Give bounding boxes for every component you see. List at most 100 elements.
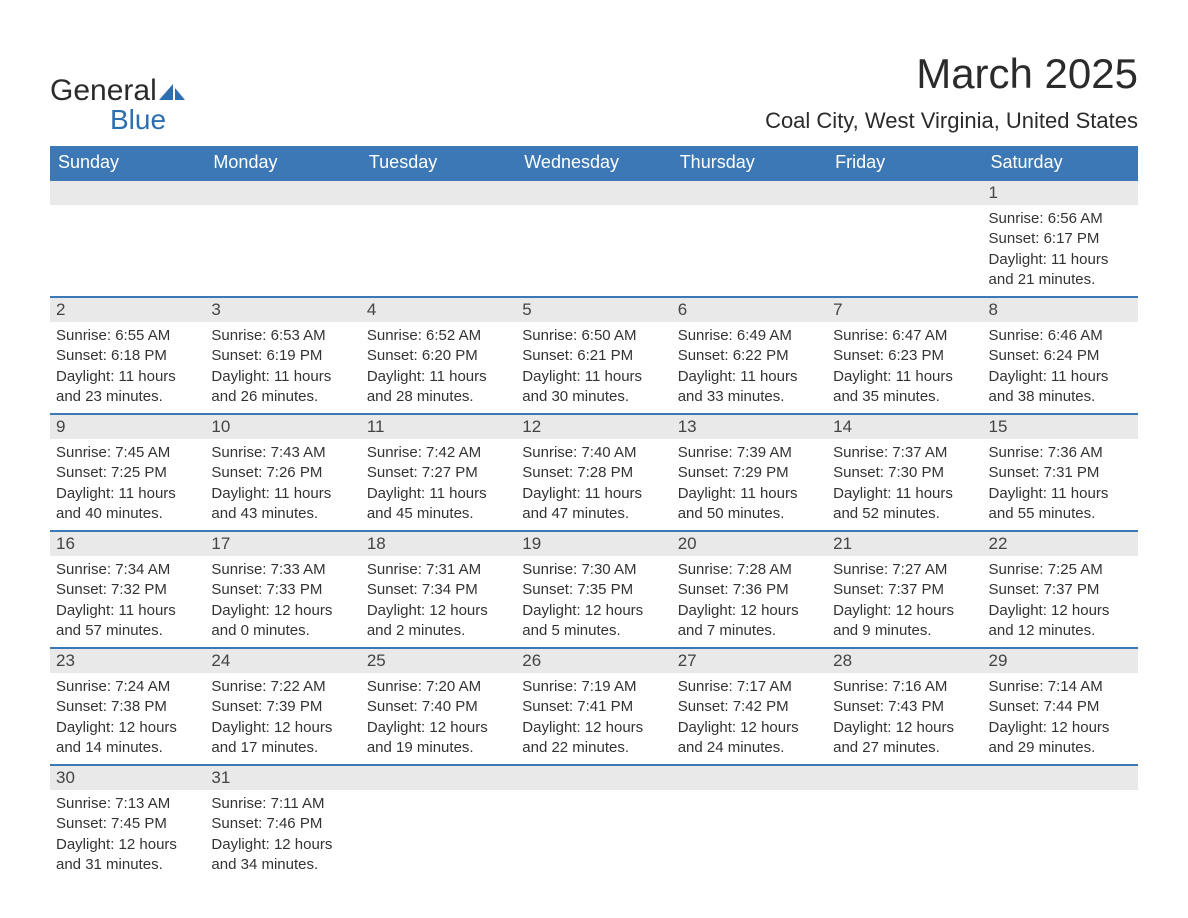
sunset-text: Sunset: 6:21 PM bbox=[522, 346, 665, 366]
sunrise-text: Sunrise: 7:24 AM bbox=[56, 677, 199, 697]
day-number: 14 bbox=[827, 415, 982, 439]
daylight-text: Daylight: 11 hours bbox=[56, 484, 199, 504]
day-number bbox=[516, 766, 671, 790]
weekday-header: Saturday bbox=[983, 146, 1138, 180]
calendar-day-cell bbox=[983, 765, 1138, 881]
sunset-text: Sunset: 6:18 PM bbox=[56, 346, 199, 366]
day-number: 16 bbox=[50, 532, 205, 556]
daylight-text: and 12 minutes. bbox=[989, 621, 1132, 641]
daylight-text: Daylight: 12 hours bbox=[678, 718, 821, 738]
daylight-text: and 0 minutes. bbox=[211, 621, 354, 641]
sunrise-text: Sunrise: 7:17 AM bbox=[678, 677, 821, 697]
sunrise-text: Sunrise: 7:39 AM bbox=[678, 443, 821, 463]
daylight-text: Daylight: 11 hours bbox=[833, 367, 976, 387]
day-number: 28 bbox=[827, 649, 982, 673]
daylight-text: and 47 minutes. bbox=[522, 504, 665, 524]
sunrise-text: Sunrise: 7:19 AM bbox=[522, 677, 665, 697]
day-number bbox=[50, 181, 205, 205]
day-number bbox=[827, 766, 982, 790]
sunrise-text: Sunrise: 7:20 AM bbox=[367, 677, 510, 697]
calendar-week-row: 16Sunrise: 7:34 AMSunset: 7:32 PMDayligh… bbox=[50, 531, 1138, 648]
calendar-day-cell: 7Sunrise: 6:47 AMSunset: 6:23 PMDaylight… bbox=[827, 297, 982, 414]
daylight-text: and 45 minutes. bbox=[367, 504, 510, 524]
sunset-text: Sunset: 7:41 PM bbox=[522, 697, 665, 717]
day-number bbox=[516, 181, 671, 205]
day-content: Sunrise: 6:46 AMSunset: 6:24 PMDaylight:… bbox=[983, 322, 1138, 413]
day-number: 5 bbox=[516, 298, 671, 322]
calendar-day-cell bbox=[672, 765, 827, 881]
sunrise-text: Sunrise: 7:25 AM bbox=[989, 560, 1132, 580]
day-content: Sunrise: 6:55 AMSunset: 6:18 PMDaylight:… bbox=[50, 322, 205, 413]
daylight-text: and 23 minutes. bbox=[56, 387, 199, 407]
sunset-text: Sunset: 7:35 PM bbox=[522, 580, 665, 600]
day-number: 11 bbox=[361, 415, 516, 439]
calendar-day-cell: 2Sunrise: 6:55 AMSunset: 6:18 PMDaylight… bbox=[50, 297, 205, 414]
sunset-text: Sunset: 6:17 PM bbox=[989, 229, 1132, 249]
daylight-text: Daylight: 11 hours bbox=[833, 484, 976, 504]
day-number bbox=[983, 766, 1138, 790]
day-number: 20 bbox=[672, 532, 827, 556]
daylight-text: Daylight: 11 hours bbox=[211, 484, 354, 504]
calendar-week-row: 9Sunrise: 7:45 AMSunset: 7:25 PMDaylight… bbox=[50, 414, 1138, 531]
day-number bbox=[827, 181, 982, 205]
daylight-text: Daylight: 11 hours bbox=[989, 367, 1132, 387]
calendar-day-cell: 14Sunrise: 7:37 AMSunset: 7:30 PMDayligh… bbox=[827, 414, 982, 531]
day-number: 31 bbox=[205, 766, 360, 790]
weekday-header: Friday bbox=[827, 146, 982, 180]
sunset-text: Sunset: 7:31 PM bbox=[989, 463, 1132, 483]
day-content: Sunrise: 7:19 AMSunset: 7:41 PMDaylight:… bbox=[516, 673, 671, 764]
day-number: 25 bbox=[361, 649, 516, 673]
daylight-text: and 27 minutes. bbox=[833, 738, 976, 758]
day-number bbox=[205, 181, 360, 205]
day-content: Sunrise: 7:45 AMSunset: 7:25 PMDaylight:… bbox=[50, 439, 205, 530]
daylight-text: and 50 minutes. bbox=[678, 504, 821, 524]
day-number: 10 bbox=[205, 415, 360, 439]
day-content: Sunrise: 7:22 AMSunset: 7:39 PMDaylight:… bbox=[205, 673, 360, 764]
day-content bbox=[827, 790, 982, 876]
day-number: 26 bbox=[516, 649, 671, 673]
sunrise-text: Sunrise: 7:45 AM bbox=[56, 443, 199, 463]
day-number: 2 bbox=[50, 298, 205, 322]
day-content: Sunrise: 7:31 AMSunset: 7:34 PMDaylight:… bbox=[361, 556, 516, 647]
day-content: Sunrise: 7:13 AMSunset: 7:45 PMDaylight:… bbox=[50, 790, 205, 881]
daylight-text: and 2 minutes. bbox=[367, 621, 510, 641]
calendar-day-cell: 5Sunrise: 6:50 AMSunset: 6:21 PMDaylight… bbox=[516, 297, 671, 414]
calendar-day-cell: 17Sunrise: 7:33 AMSunset: 7:33 PMDayligh… bbox=[205, 531, 360, 648]
daylight-text: Daylight: 12 hours bbox=[833, 718, 976, 738]
daylight-text: Daylight: 11 hours bbox=[211, 367, 354, 387]
day-content bbox=[361, 205, 516, 291]
title-block: March 2025 Coal City, West Virginia, Uni… bbox=[765, 50, 1138, 134]
calendar-week-row: 1Sunrise: 6:56 AMSunset: 6:17 PMDaylight… bbox=[50, 180, 1138, 297]
logo-text-blue: Blue bbox=[110, 104, 185, 136]
day-number: 24 bbox=[205, 649, 360, 673]
sunrise-text: Sunrise: 7:16 AM bbox=[833, 677, 976, 697]
daylight-text: and 30 minutes. bbox=[522, 387, 665, 407]
calendar-day-cell bbox=[827, 765, 982, 881]
weekday-header-row: Sunday Monday Tuesday Wednesday Thursday… bbox=[50, 146, 1138, 180]
calendar-week-row: 30Sunrise: 7:13 AMSunset: 7:45 PMDayligh… bbox=[50, 765, 1138, 881]
sunset-text: Sunset: 7:27 PM bbox=[367, 463, 510, 483]
calendar-week-row: 23Sunrise: 7:24 AMSunset: 7:38 PMDayligh… bbox=[50, 648, 1138, 765]
day-content: Sunrise: 7:36 AMSunset: 7:31 PMDaylight:… bbox=[983, 439, 1138, 530]
day-content: Sunrise: 7:33 AMSunset: 7:33 PMDaylight:… bbox=[205, 556, 360, 647]
day-number: 19 bbox=[516, 532, 671, 556]
sunrise-text: Sunrise: 7:36 AM bbox=[989, 443, 1132, 463]
calendar-day-cell bbox=[50, 180, 205, 297]
calendar-day-cell: 28Sunrise: 7:16 AMSunset: 7:43 PMDayligh… bbox=[827, 648, 982, 765]
day-content: Sunrise: 7:25 AMSunset: 7:37 PMDaylight:… bbox=[983, 556, 1138, 647]
calendar-day-cell: 18Sunrise: 7:31 AMSunset: 7:34 PMDayligh… bbox=[361, 531, 516, 648]
sunset-text: Sunset: 7:37 PM bbox=[989, 580, 1132, 600]
sunset-text: Sunset: 7:26 PM bbox=[211, 463, 354, 483]
sunrise-text: Sunrise: 6:49 AM bbox=[678, 326, 821, 346]
daylight-text: and 14 minutes. bbox=[56, 738, 199, 758]
location-subtitle: Coal City, West Virginia, United States bbox=[765, 108, 1138, 134]
day-number: 15 bbox=[983, 415, 1138, 439]
day-content: Sunrise: 7:16 AMSunset: 7:43 PMDaylight:… bbox=[827, 673, 982, 764]
daylight-text: and 29 minutes. bbox=[989, 738, 1132, 758]
sunrise-text: Sunrise: 7:13 AM bbox=[56, 794, 199, 814]
logo-text-general: General bbox=[50, 74, 157, 108]
day-content: Sunrise: 6:56 AMSunset: 6:17 PMDaylight:… bbox=[983, 205, 1138, 296]
day-number: 8 bbox=[983, 298, 1138, 322]
daylight-text: Daylight: 11 hours bbox=[522, 367, 665, 387]
logo-sail-icon bbox=[159, 82, 185, 100]
